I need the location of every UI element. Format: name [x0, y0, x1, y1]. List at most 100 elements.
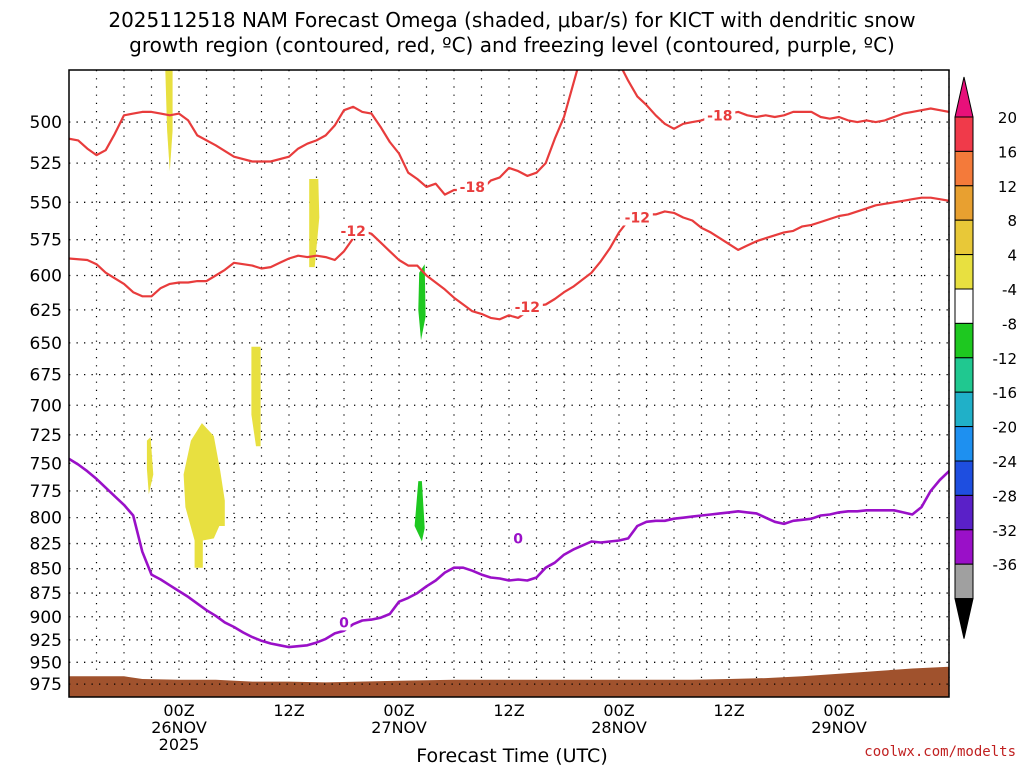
colorbar-label: 20	[998, 109, 1017, 127]
contour-lines	[69, 70, 949, 649]
y-tick-label: 700	[30, 396, 62, 416]
colorbar-label: -4	[1002, 281, 1017, 299]
contour-labels: -18 -18 -12 -12 -12 0 0	[337, 107, 736, 631]
contour-label: -18	[460, 180, 485, 196]
colorbar-swatch	[954, 322, 974, 359]
y-tick-label: 975	[30, 675, 62, 695]
contour-label: -12	[515, 300, 540, 316]
contour-label-bg	[511, 299, 543, 316]
y-tick-label: 925	[30, 631, 62, 651]
colorbar-swatch	[954, 563, 974, 600]
y-tick-label: 875	[30, 584, 62, 604]
x-tick-label: 12Z	[713, 701, 744, 720]
y-tick-label: 525	[30, 154, 62, 174]
y-tick-label: 625	[30, 301, 62, 321]
gridlines	[69, 70, 950, 697]
y-axis: 500 525 550 575 600 625 650 675 700 725 750 775 800 8…	[30, 113, 62, 695]
contour-label-bg	[456, 178, 488, 195]
colorbar-swatch	[954, 460, 974, 496]
contour-label-bg	[337, 222, 369, 239]
omega-shading	[146, 70, 426, 568]
contour-label-bg	[704, 107, 736, 124]
colorbar-top-triangle	[954, 76, 974, 118]
omega-shade-area	[165, 70, 173, 172]
y-tick-label: 950	[30, 653, 62, 673]
colorbar-swatch	[954, 254, 974, 290]
omega-shade-area	[146, 437, 154, 495]
y-tick-label: 725	[30, 426, 62, 446]
colorbar-label: -28	[993, 487, 1018, 505]
colorbar-label: 8	[1007, 212, 1017, 230]
y-tick-label: 850	[30, 560, 62, 580]
y-tick-label: 825	[30, 535, 62, 555]
x-tick-label: 00Z	[383, 701, 414, 720]
colorbar-label: -36	[993, 556, 1018, 574]
colorbar-label: -20	[993, 419, 1018, 437]
x-tick-label: 12Z	[273, 701, 304, 720]
contour-label: 0	[339, 615, 349, 631]
colorbar-label: 4	[1007, 247, 1017, 265]
omega-shade-area	[183, 423, 225, 568]
x-tick-label: 00Z	[823, 701, 854, 720]
y-tick-label: 800	[30, 509, 62, 529]
x-tick-label: 00Z	[163, 701, 194, 720]
x-tick-label: 12Z	[493, 701, 524, 720]
colorbar-label: -32	[993, 522, 1018, 540]
x-tick-label: 29NOV	[811, 718, 867, 737]
colorbar-label: -8	[1002, 315, 1017, 333]
contour-label: -12	[625, 210, 650, 226]
chart-title-line1: 2025112518 NAM Forecast Omega (shaded, μ…	[108, 8, 916, 32]
chart-title-line2: growth region (contoured, red, ºC) and f…	[129, 33, 895, 57]
terrain-fill	[69, 666, 949, 697]
colorbar-swatch	[954, 116, 974, 152]
contour-label: 0	[513, 531, 523, 547]
colorbar-swatch	[954, 391, 974, 428]
contour-line	[69, 196, 949, 321]
colorbar-swatch	[954, 185, 974, 221]
contour-label-bg	[511, 530, 525, 547]
colorbar-swatch	[954, 357, 974, 393]
contour-line	[69, 457, 949, 649]
x-tick-label: 28NOV	[591, 718, 647, 737]
contour-label-bg	[621, 209, 653, 226]
y-tick-label: 575	[30, 231, 62, 251]
credit-text: coolwx.com/modelts	[864, 744, 1016, 760]
y-tick-label: 775	[30, 482, 62, 502]
contour-line	[69, 70, 579, 196]
y-tick-label: 500	[30, 113, 62, 133]
colorbar: 20 16 12 8 4 -4 -8 -12 -16 -20 -24 -28 -32 -36	[954, 76, 1018, 639]
colorbar-label: -24	[993, 453, 1018, 471]
contour-label-bg	[337, 614, 351, 631]
colorbar-swatch	[954, 529, 974, 565]
contour-label: -18	[707, 108, 732, 124]
colorbar-label: -12	[993, 350, 1018, 368]
y-tick-label: 650	[30, 334, 62, 354]
colorbar-swatch	[954, 494, 974, 531]
x-tick-label: 27NOV	[371, 718, 427, 737]
x-tick-label: 26NOV	[151, 718, 207, 737]
x-axis-label: Forecast Time (UTC)	[416, 745, 608, 767]
y-tick-label: 550	[30, 193, 62, 213]
colorbar-label: 12	[998, 178, 1017, 196]
colorbar-swatch	[954, 426, 974, 462]
omega-shade-area	[309, 179, 320, 268]
omega-shade-area	[418, 264, 426, 341]
y-tick-label: 900	[30, 608, 62, 628]
x-tick-label: 2025	[159, 735, 200, 754]
contour-label: -12	[341, 224, 366, 240]
y-tick-label: 675	[30, 366, 62, 386]
contour-line	[621, 70, 949, 130]
plot-frame	[68, 69, 950, 698]
omega-shade-area	[414, 481, 425, 542]
colorbar-swatch	[954, 288, 974, 324]
colorbar-bottom-triangle	[954, 598, 974, 639]
terrain-area	[69, 666, 949, 697]
x-tick-label: 00Z	[603, 701, 634, 720]
colorbar-swatch	[954, 219, 974, 256]
colorbar-swatch	[954, 150, 974, 187]
y-tick-label: 600	[30, 267, 62, 287]
omega-shade-area	[251, 346, 261, 447]
